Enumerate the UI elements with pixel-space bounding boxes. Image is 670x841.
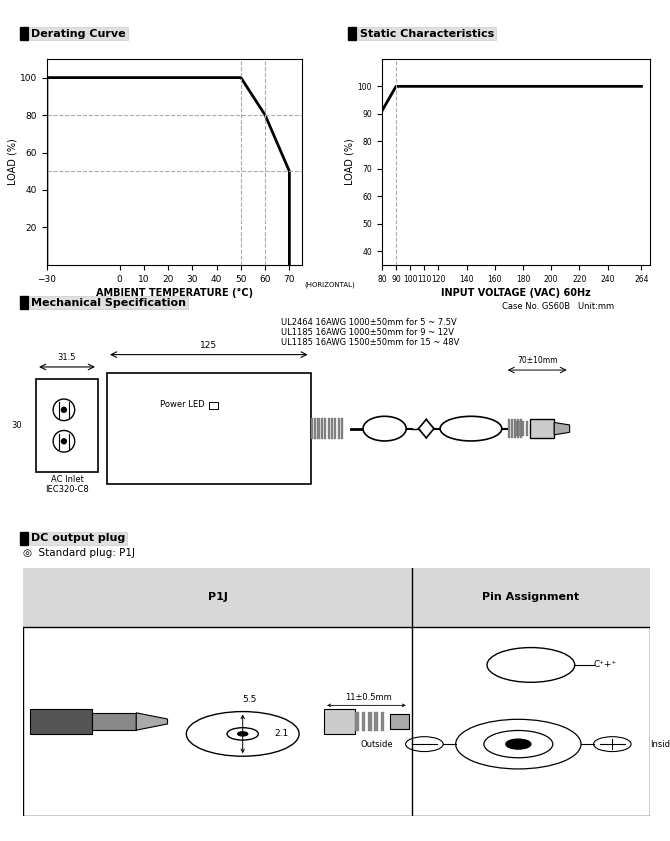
- Text: 31.5: 31.5: [58, 353, 76, 362]
- Text: 70±10mm: 70±10mm: [517, 357, 557, 365]
- Bar: [92, 713, 136, 730]
- Text: 2.1: 2.1: [274, 729, 288, 738]
- Bar: [519, 421, 521, 436]
- Y-axis label: LOAD (%): LOAD (%): [7, 139, 17, 185]
- Text: Power LED: Power LED: [160, 399, 205, 409]
- Circle shape: [62, 407, 66, 412]
- Bar: [23, 568, 650, 627]
- Text: Static Characteristics: Static Characteristics: [360, 29, 494, 39]
- Text: UL1185 16AWG 1000±50mm for 9 ~ 12V: UL1185 16AWG 1000±50mm for 9 ~ 12V: [281, 328, 454, 337]
- Text: AC Inlet
IEC320-C8: AC Inlet IEC320-C8: [45, 475, 89, 495]
- Bar: [334, 418, 336, 440]
- Circle shape: [62, 439, 66, 444]
- Bar: [318, 418, 320, 440]
- Bar: [321, 418, 323, 440]
- Bar: [356, 711, 359, 732]
- Text: Derating Curve: Derating Curve: [31, 29, 126, 39]
- Bar: [328, 418, 330, 440]
- Bar: [338, 418, 340, 440]
- Text: Derating Curve: Derating Curve: [31, 29, 126, 39]
- Text: Mechanical Specification: Mechanical Specification: [31, 298, 186, 308]
- Text: Static Characteristics: Static Characteristics: [360, 29, 494, 39]
- Bar: [324, 709, 356, 734]
- Bar: [522, 421, 525, 436]
- Polygon shape: [136, 713, 168, 730]
- Bar: [368, 711, 372, 732]
- X-axis label: INPUT VOLTAGE (VAC) 60Hz: INPUT VOLTAGE (VAC) 60Hz: [441, 288, 591, 298]
- Text: P1J: P1J: [208, 592, 228, 602]
- Text: 11±0.5mm: 11±0.5mm: [344, 693, 391, 701]
- Bar: [341, 418, 343, 440]
- Text: Outside: Outside: [360, 739, 393, 748]
- Polygon shape: [554, 422, 569, 435]
- Bar: [390, 714, 409, 729]
- Bar: [529, 420, 554, 438]
- Text: (HORIZONTAL): (HORIZONTAL): [304, 282, 355, 288]
- Bar: [107, 373, 311, 484]
- Text: DC output plug: DC output plug: [31, 533, 126, 543]
- Bar: [511, 420, 513, 438]
- Bar: [311, 418, 313, 440]
- Bar: [526, 421, 528, 436]
- Text: UL2464 16AWG 1000±50mm for 5 ~ 7.5V: UL2464 16AWG 1000±50mm for 5 ~ 7.5V: [281, 318, 457, 327]
- Circle shape: [506, 739, 531, 749]
- Bar: [381, 711, 385, 732]
- Bar: [375, 711, 378, 732]
- Bar: [324, 418, 326, 440]
- Text: Mechanical Specification: Mechanical Specification: [31, 298, 186, 308]
- Text: ◎  Standard plug: P1J: ◎ Standard plug: P1J: [23, 548, 135, 558]
- Y-axis label: LOAD (%): LOAD (%): [345, 139, 355, 185]
- Bar: [514, 420, 516, 438]
- Bar: [331, 418, 333, 440]
- Circle shape: [238, 732, 248, 736]
- Text: 125: 125: [200, 341, 217, 350]
- Text: DC output plug: DC output plug: [31, 533, 126, 543]
- Bar: [362, 711, 366, 732]
- Bar: [515, 421, 517, 436]
- Bar: [314, 418, 316, 440]
- Text: UL1185 16AWG 1500±50mm for 15 ~ 48V: UL1185 16AWG 1500±50mm for 15 ~ 48V: [281, 338, 460, 347]
- Ellipse shape: [363, 416, 406, 441]
- Text: C⁺+⁺: C⁺+⁺: [594, 660, 617, 669]
- Text: Case No. GS60B   Unit:mm: Case No. GS60B Unit:mm: [502, 303, 614, 311]
- Text: 5.5: 5.5: [242, 696, 256, 704]
- Text: Inside: Inside: [650, 739, 670, 748]
- Text: Pin Assignment: Pin Assignment: [482, 592, 580, 602]
- Bar: [29, 709, 92, 734]
- Bar: [36, 379, 98, 472]
- Bar: [209, 403, 218, 409]
- Bar: [508, 420, 510, 438]
- Bar: [521, 420, 522, 438]
- X-axis label: AMBIENT TEMPERATURE (°C): AMBIENT TEMPERATURE (°C): [96, 288, 253, 298]
- Text: 30: 30: [11, 421, 22, 430]
- Ellipse shape: [440, 416, 502, 441]
- Bar: [517, 420, 519, 438]
